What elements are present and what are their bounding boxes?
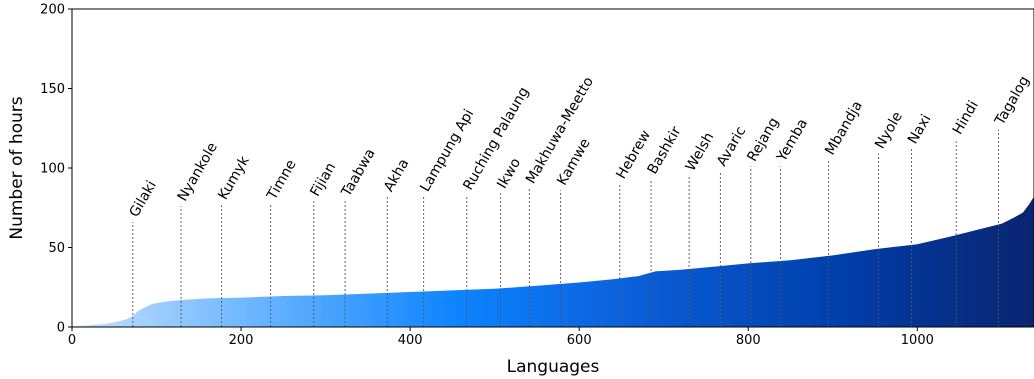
annotation-label: Nyole	[872, 109, 906, 151]
annotation-label: Ruching Palaung	[460, 84, 532, 193]
annotation-label: Hebrew	[613, 128, 654, 182]
x-tick-label: 0	[68, 333, 76, 348]
annotation-label: Tagalog	[992, 73, 1033, 128]
annotation-label: Welsh	[683, 130, 718, 174]
annotation-label: Kumyk	[215, 153, 253, 203]
annotation-label: Akha	[381, 156, 412, 194]
annotation-label: Timne	[264, 157, 300, 203]
annotation-label: Taabwa	[338, 146, 379, 200]
y-tick-label: 150	[40, 82, 65, 97]
y-tick-label: 0	[57, 321, 65, 336]
y-tick-label: 100	[40, 162, 65, 177]
hours-area	[72, 196, 1034, 327]
annotation-label: Bashkir	[645, 124, 685, 177]
annotation-label: Mbandja	[822, 98, 866, 158]
y-tick-label: 50	[48, 241, 65, 256]
annotation-label: Naxi	[905, 112, 934, 147]
y-tick-label: 200	[40, 3, 65, 18]
annotation-label: Hindi	[950, 98, 982, 137]
x-tick-label: 600	[567, 333, 592, 348]
x-axis-title: Languages	[507, 357, 600, 377]
annotation-label: Avaric	[714, 124, 749, 169]
annotation-label: Nyankole	[175, 140, 221, 204]
x-tick-label: 400	[398, 333, 423, 348]
x-tick-label: 200	[229, 333, 254, 348]
area-layer	[72, 196, 1034, 327]
annotation-label: Ikwo	[494, 155, 524, 191]
axes-layer: 0 200 400 600 800 1000 0 50 100 150 200	[40, 3, 1034, 348]
y-axis-title: Number of hours	[7, 96, 27, 239]
annotation-label: Gilaki	[126, 178, 159, 220]
annotation-label: Fijian	[307, 160, 339, 199]
x-tick-label: 1000	[901, 333, 934, 348]
x-tick-label: 800	[736, 333, 761, 348]
